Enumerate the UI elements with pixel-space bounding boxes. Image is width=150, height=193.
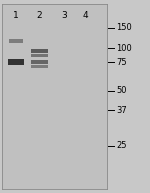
Bar	[31, 54, 48, 57]
Text: 25: 25	[116, 141, 127, 150]
Text: 3: 3	[62, 11, 67, 20]
Bar	[31, 60, 48, 64]
Text: 75: 75	[116, 58, 127, 67]
Bar	[8, 59, 24, 65]
Bar	[9, 39, 23, 43]
Text: 150: 150	[116, 23, 132, 32]
Bar	[31, 65, 48, 68]
Bar	[31, 49, 48, 53]
Text: 50: 50	[116, 86, 127, 96]
Text: 37: 37	[116, 106, 127, 115]
Text: 4: 4	[83, 11, 88, 20]
Text: 1: 1	[13, 11, 19, 20]
Text: 2: 2	[36, 11, 42, 20]
Text: 100: 100	[116, 44, 132, 53]
